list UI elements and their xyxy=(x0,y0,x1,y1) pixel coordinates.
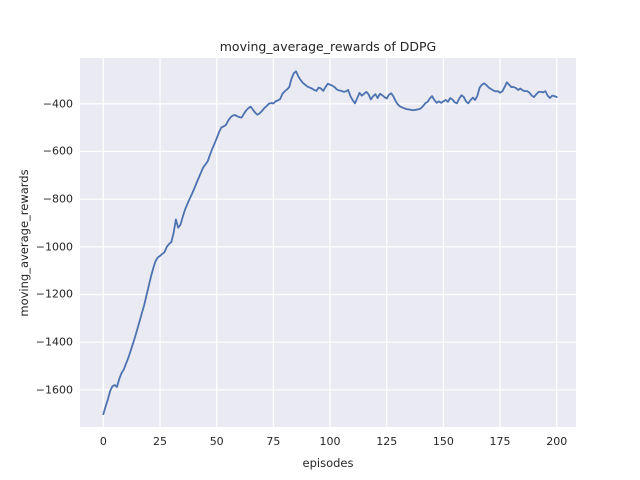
x-tick-label: 25 xyxy=(153,435,168,448)
y-tick-label: −600 xyxy=(42,144,73,158)
plot-area xyxy=(80,58,576,427)
y-tick-label: −1600 xyxy=(35,383,73,397)
line-chart-canvas xyxy=(80,58,576,427)
x-tick-label: 75 xyxy=(266,435,281,448)
data-line-series xyxy=(102,70,558,416)
y-axis-label: moving_average_rewards xyxy=(17,169,31,317)
y-tick-label: −800 xyxy=(42,192,73,206)
x-tick-label: 0 xyxy=(99,435,107,448)
x-tick-label: 175 xyxy=(489,435,511,448)
x-tick-label: 200 xyxy=(546,435,568,448)
chart-title: moving_average_rewards of DDPG xyxy=(219,39,437,54)
x-axis-label: episodes xyxy=(302,456,354,470)
y-tick-label: −1200 xyxy=(35,287,73,301)
y-tick-label: −1000 xyxy=(35,240,73,254)
x-tick-label: 125 xyxy=(376,435,398,448)
y-tick-label: −1400 xyxy=(35,335,73,349)
y-tick-label: −400 xyxy=(42,97,73,111)
x-tick-label: 50 xyxy=(209,435,224,448)
x-tick-label: 150 xyxy=(432,435,454,448)
x-tick-label: 100 xyxy=(319,435,341,448)
